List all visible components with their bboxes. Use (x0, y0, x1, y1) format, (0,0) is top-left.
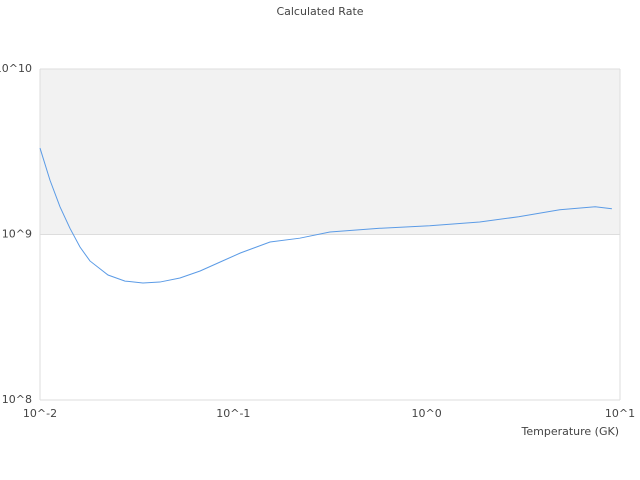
y-tick-label: 10^9 (2, 228, 32, 241)
x-tick-label: 10^-1 (216, 407, 250, 420)
x-tick-label: 10^-2 (23, 407, 57, 420)
x-axis-label: Temperature (GK) (521, 425, 620, 438)
x-tick-label: 10^0 (412, 407, 442, 420)
chart-title: Calculated Rate (276, 5, 363, 18)
y-tick-label: 10^10 (0, 62, 32, 75)
y-tick-label: 10^8 (2, 393, 32, 406)
line (39, 147, 612, 284)
x-tick-label: 10^1 (605, 407, 635, 420)
grid-band (40, 69, 620, 235)
